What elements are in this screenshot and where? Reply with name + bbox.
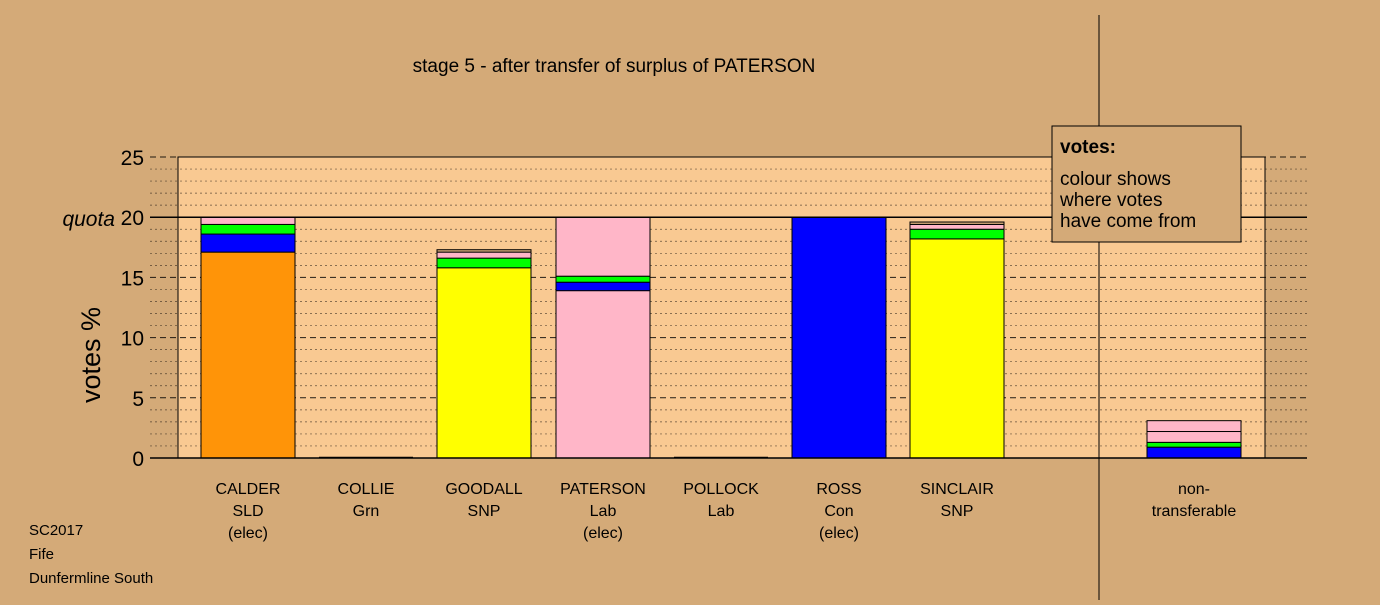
bar-segment-6-2 xyxy=(909,223,1005,230)
candidate-label-5-2: (elec) xyxy=(819,525,859,542)
candidate-label-0-1: SLD xyxy=(232,503,263,520)
election-label: SC2017 xyxy=(29,522,84,539)
bar-segment-6-0 xyxy=(909,238,1005,459)
nontransferable-label-1: transferable xyxy=(1152,503,1237,520)
candidate-label-1-1: Grn xyxy=(353,503,380,520)
y-tick-label: 15 xyxy=(121,267,144,290)
council-label: Fife xyxy=(29,546,55,563)
nontransferable-segment-0-0 xyxy=(1146,446,1242,459)
legend-line-3: have come from xyxy=(1060,211,1196,232)
candidate-label-5-1: Con xyxy=(824,503,853,520)
bar-segment-2-2 xyxy=(436,251,532,259)
candidate-label-0-2: (elec) xyxy=(228,525,268,542)
bar-segment-2-3 xyxy=(436,249,532,253)
bar-segment-3-3 xyxy=(555,216,651,277)
bar-segment-0-1 xyxy=(200,233,296,253)
nontransferable-label-0: non- xyxy=(1178,481,1210,498)
bar-segment-3-2 xyxy=(555,275,651,283)
bar-segment-0-2 xyxy=(200,223,296,235)
candidate-label-6-0: SINCLAIR xyxy=(920,481,994,498)
bar-segment-6-3 xyxy=(909,221,1005,225)
candidate-label-0-0: CALDER xyxy=(216,481,281,498)
ward-label: Dunfermline South xyxy=(29,570,154,587)
y-tick-label: 20 xyxy=(121,207,144,230)
chart-title: stage 5 - after transfer of surplus of P… xyxy=(413,56,816,77)
legend-heading: votes: xyxy=(1060,137,1116,158)
candidate-label-4-1: Lab xyxy=(708,503,735,520)
candidate-label-2-0: GOODALL xyxy=(445,481,522,498)
bar-segment-3-0 xyxy=(555,290,651,459)
candidate-label-1-0: COLLIE xyxy=(338,481,395,498)
legend-line-1: colour shows xyxy=(1060,169,1171,190)
legend-line-2: where votes xyxy=(1059,190,1162,211)
candidate-label-4-0: POLLOCK xyxy=(683,481,759,498)
y-tick-label: 10 xyxy=(121,328,144,351)
bar-segment-2-1 xyxy=(436,257,532,269)
nontransferable-segment-0-1 xyxy=(1146,441,1242,448)
candidate-label-3-0: PATERSON xyxy=(560,481,646,498)
candidate-label-3-1: Lab xyxy=(590,503,617,520)
candidate-label-3-2: (elec) xyxy=(583,525,623,542)
bar-segment-6-1 xyxy=(909,228,1005,240)
quota-label: quota xyxy=(62,208,115,231)
y-tick-label: 0 xyxy=(132,448,144,471)
bar-segment-5-0 xyxy=(791,216,887,459)
legend-box xyxy=(1051,125,1242,243)
y-tick-label: 5 xyxy=(132,388,144,411)
legend: votes: colour shows where votes have com… xyxy=(1051,125,1242,243)
candidate-label-6-1: SNP xyxy=(941,503,974,520)
bar-segment-2-0 xyxy=(436,267,532,459)
nontransferable-segment-0-2 xyxy=(1146,431,1242,443)
bar-segment-0-0 xyxy=(200,251,296,459)
nontransferable-segment-0-3 xyxy=(1146,420,1242,433)
candidate-label-2-1: SNP xyxy=(468,503,501,520)
bar-segment-0-3 xyxy=(200,216,296,225)
y-tick-label: 25 xyxy=(121,147,144,170)
candidate-label-5-0: ROSS xyxy=(816,481,861,498)
bar-segment-3-1 xyxy=(555,281,651,292)
y-axis-label: votes % xyxy=(76,307,106,403)
